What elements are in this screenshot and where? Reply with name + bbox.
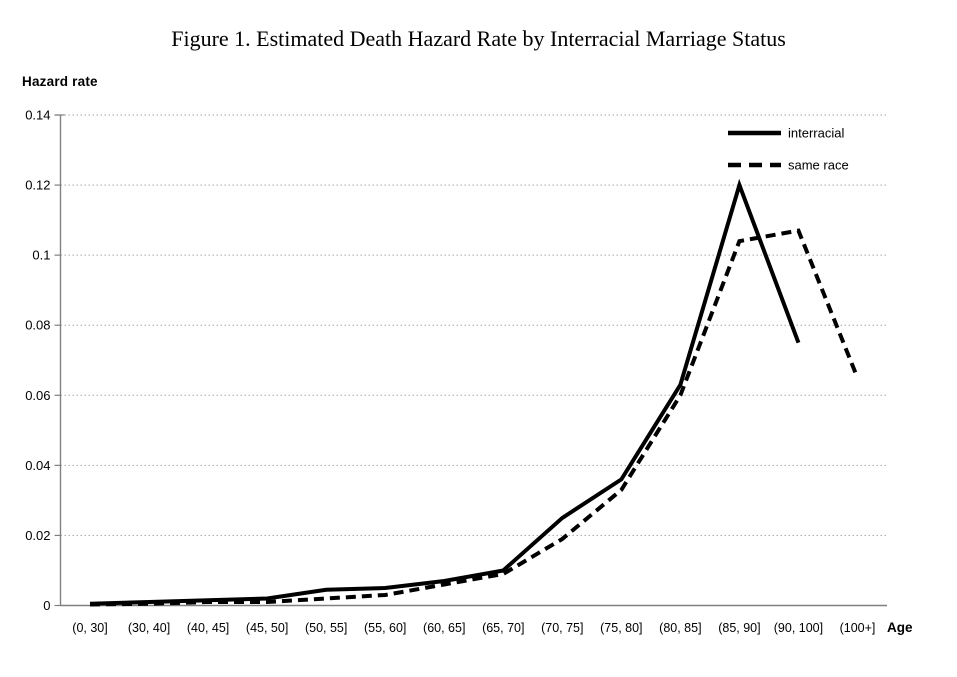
- x-tick-label: (100+]: [840, 621, 876, 635]
- y-tick-label: 0.02: [25, 528, 50, 543]
- y-tick-label: 0.06: [25, 388, 50, 403]
- x-tick-label: (30, 40]: [128, 621, 170, 635]
- x-tick-label: (65, 70]: [482, 621, 524, 635]
- legend-label: same race: [788, 158, 849, 173]
- x-tick-label: (90, 100]: [774, 621, 823, 635]
- x-tick-label: (60, 65]: [423, 621, 465, 635]
- y-tick-label: 0.04: [25, 458, 50, 473]
- y-tick-label: 0.1: [32, 248, 50, 263]
- x-tick-label: (0, 30]: [72, 621, 107, 635]
- x-tick-label: (40, 45]: [187, 621, 229, 635]
- x-tick-label: (50, 55]: [305, 621, 347, 635]
- x-tick-label: (75, 80]: [600, 621, 642, 635]
- legend-label: interracial: [788, 126, 844, 141]
- y-tick-label: 0.14: [25, 108, 50, 123]
- y-axis-title: Hazard rate: [22, 74, 98, 89]
- y-tick-label: 0: [43, 598, 50, 613]
- y-tick-label: 0.12: [25, 178, 50, 193]
- x-tick-label: (45, 50]: [246, 621, 288, 635]
- chart-title: Figure 1. Estimated Death Hazard Rate by…: [171, 26, 786, 51]
- x-tick-label: (80, 85]: [659, 621, 701, 635]
- series-line-same-race: [89, 228, 860, 607]
- series-line-interracial: [89, 178, 801, 606]
- x-axis-title: Age: [887, 620, 913, 635]
- x-tick-label: (85, 90]: [718, 621, 760, 635]
- x-tick-label: (55, 60]: [364, 621, 406, 635]
- x-tick-label: (70, 75]: [541, 621, 583, 635]
- y-tick-label: 0.08: [25, 318, 50, 333]
